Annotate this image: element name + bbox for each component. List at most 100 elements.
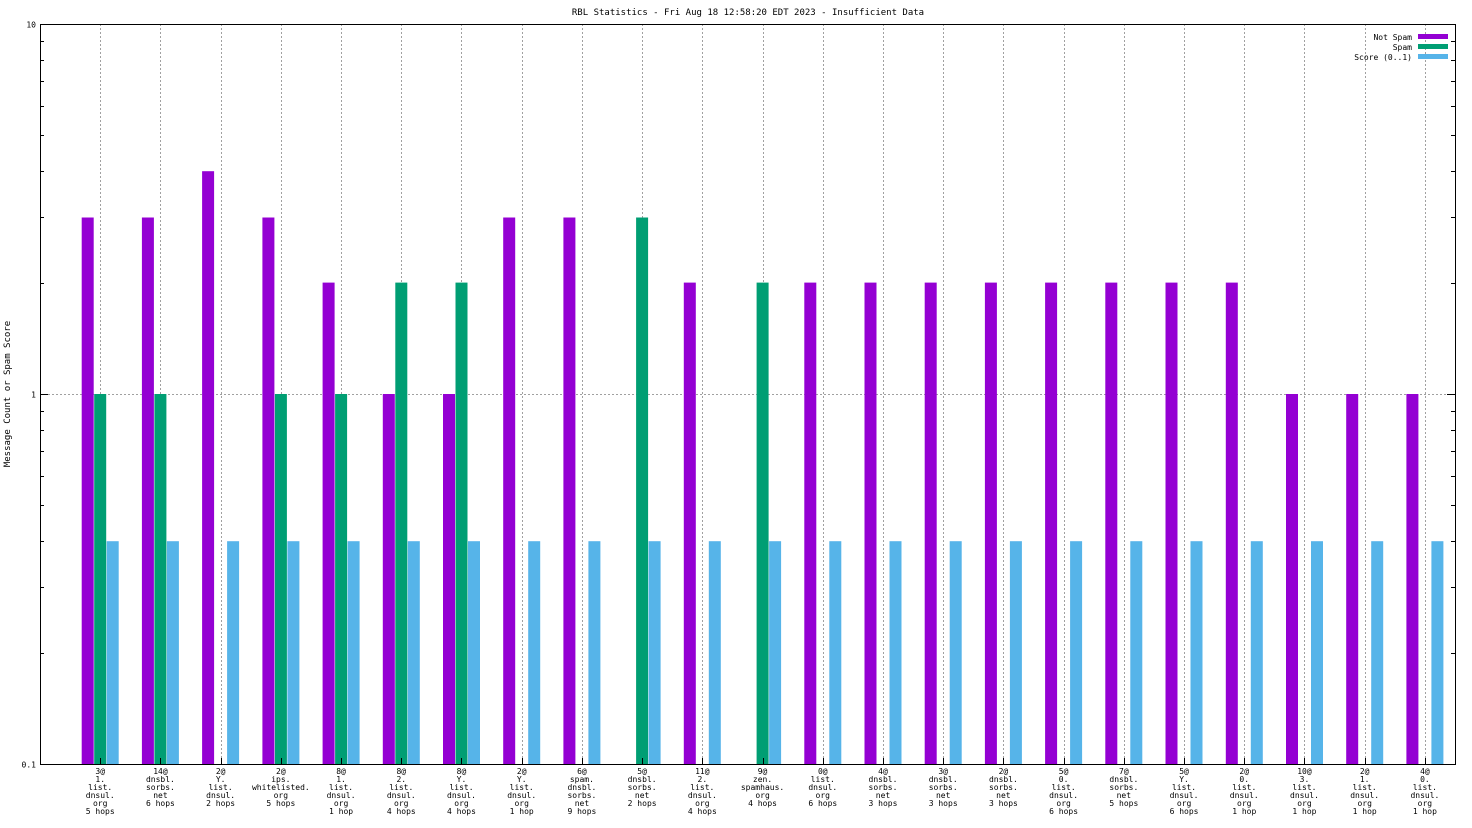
x-tick-label-line: dnsul. [1410, 791, 1439, 800]
x-tick-label-line: net [1117, 791, 1132, 800]
x-tick-label-line: 6 hops [1049, 807, 1078, 816]
x-tick-label-line: 1. [336, 775, 346, 784]
grid-lines [40, 24, 1455, 764]
bar-not-spam-22 [1406, 394, 1419, 764]
bar-score-0-1-6 [468, 541, 480, 764]
legend-swatch-2 [1418, 54, 1448, 59]
x-tick-label-line: 4 hops [387, 807, 416, 816]
legend-swatch-0 [1418, 34, 1448, 39]
x-tick-label-line: 1. [95, 775, 105, 784]
x-tick-label-line: 7@ [1119, 767, 1129, 776]
x-tick-label-line: 5 hops [266, 799, 295, 808]
x-tick-label-line: 4@ [878, 767, 888, 776]
chart-title: RBL Statistics - Fri Aug 18 12:58:20 EDT… [572, 8, 924, 18]
x-tick-label-0: 3@ 1. list. dnsul. org 5 hops [86, 767, 115, 816]
bar-not-spam-1 [141, 217, 154, 764]
x-tick-label-line: 0. [1239, 775, 1249, 784]
legend-label-1: Spam [1393, 43, 1412, 52]
x-tick-label-21: 2@ 1. list. dnsul. org 1 hop [1350, 767, 1379, 816]
x-tick-label-line: 2. [396, 775, 406, 784]
x-tick-label-line: list. [209, 783, 233, 792]
x-tick-label-line: 3 hops [989, 799, 1018, 808]
x-tick-label-line: dnsul. [808, 783, 837, 792]
bar-spam-4 [335, 394, 348, 764]
x-tick-label-line: list. [389, 783, 413, 792]
x-tick-label-line: 3 hops [929, 799, 958, 808]
bar-not-spam-18 [1165, 282, 1178, 764]
bar-not-spam-7 [503, 217, 516, 764]
bar-score-0-1-13 [889, 541, 902, 764]
x-tick-label-line: 1 hop [1292, 807, 1316, 816]
x-tick-label-line: 2@ [999, 767, 1009, 776]
x-tick-label-line: list. [88, 783, 112, 792]
x-tick-label-line: 14@ [153, 767, 168, 776]
x-tick-label-line: org [1056, 799, 1071, 808]
bar-score-0-1-11 [769, 541, 782, 764]
x-tick-label-line: 2@ [1360, 767, 1370, 776]
bar-score-0-1-20 [1311, 541, 1323, 764]
y-tick-label-2: 10 [26, 21, 36, 30]
x-tick-label-10: 11@ 2. list. dnsul. org 4 hops [688, 767, 717, 816]
bar-score-0-1-9 [648, 541, 661, 764]
bar-score-0-1-15 [1009, 541, 1022, 764]
bar-not-spam-21 [1346, 394, 1359, 764]
x-tick-label-line: dnsbl. [567, 783, 596, 792]
legend-label-2: Score (0..1) [1354, 53, 1412, 62]
x-tick-label-line: 1 hop [1413, 807, 1437, 816]
x-tick-label-line: 1 hop [1353, 807, 1377, 816]
bar-not-spam-13 [864, 282, 877, 764]
x-tick-label-line: 5@ [637, 767, 647, 776]
x-tick-label-line: 3 hops [869, 799, 898, 808]
x-tick-label-line: list. [329, 783, 353, 792]
x-tick-label-line: list. [811, 775, 835, 784]
x-tick-label-15: 2@ dnsbl. sorbs. net 3 hops [989, 767, 1018, 808]
x-tick-label-5: 8@ 2. list. dnsul. org 4 hops [387, 767, 416, 816]
x-tick-label-line: sorbs. [146, 783, 175, 792]
x-tick-label-line: list. [1052, 783, 1076, 792]
x-tick-label-line: sorbs. [1109, 783, 1138, 792]
bar-score-0-1-18 [1190, 541, 1203, 764]
x-tick-label-line: spamhaus. [741, 783, 784, 792]
x-tick-label-line: 0. [1059, 775, 1069, 784]
x-tick-label-line: 8@ [336, 767, 346, 776]
bar-not-spam-19 [1225, 282, 1238, 764]
x-tick-label-line: 2 hops [206, 799, 235, 808]
x-tick-label-line: 2@ [1239, 767, 1249, 776]
bar-score-0-1-3 [287, 541, 300, 764]
x-tick-label-line: org [93, 799, 108, 808]
bar-score-0-1-4 [347, 541, 360, 764]
bar-not-spam-0 [81, 217, 94, 764]
bars [81, 171, 1444, 764]
x-tick-label-line: dnsbl. [1109, 775, 1138, 784]
x-tick-label-line: 9 hops [567, 807, 596, 816]
x-tick-label-line: dnsbl. [929, 775, 958, 784]
x-tick-label-line: 8@ [396, 767, 406, 776]
bar-score-0-1-8 [588, 541, 601, 764]
x-tick-label-line: Y. [216, 775, 226, 784]
x-tick-label-line: org [454, 799, 469, 808]
x-tick-label-line: sorbs. [929, 783, 958, 792]
x-tick-label-line: org [1237, 799, 1252, 808]
bar-spam-6 [455, 282, 468, 764]
x-tick-label-line: org [1177, 799, 1192, 808]
x-tick-label-line: dnsul. [1170, 791, 1199, 800]
x-tick-label-4: 8@ 1. list. dnsul. org 1 hop [327, 767, 356, 816]
x-tick-label-line: dnsul. [1290, 791, 1319, 800]
x-tick-label-line: list. [1232, 783, 1256, 792]
x-tick-label-line: org [514, 799, 529, 808]
x-tick-label-line: 0. [1420, 775, 1430, 784]
x-tick-label-line: 3@ [938, 767, 948, 776]
bar-not-spam-4 [322, 282, 335, 764]
x-tick-label-line: dnsul. [327, 791, 356, 800]
x-tick-label-line: dnsbl. [146, 775, 175, 784]
bar-score-0-1-1 [166, 541, 179, 764]
x-tick-label-line: sorbs. [628, 783, 657, 792]
x-tick-label-line: 4 hops [748, 799, 777, 808]
x-tick-label-11: 9@ zen. spamhaus. org 4 hops [741, 767, 784, 808]
bar-not-spam-17 [1105, 282, 1118, 764]
bar-score-0-1-21 [1371, 541, 1384, 764]
x-tick-label-3: 2@ ips. whitelisted. org 5 hops [252, 767, 310, 808]
x-tick-label-line: 4@ [1420, 767, 1430, 776]
x-tick-label-line: dnsul. [1350, 791, 1379, 800]
